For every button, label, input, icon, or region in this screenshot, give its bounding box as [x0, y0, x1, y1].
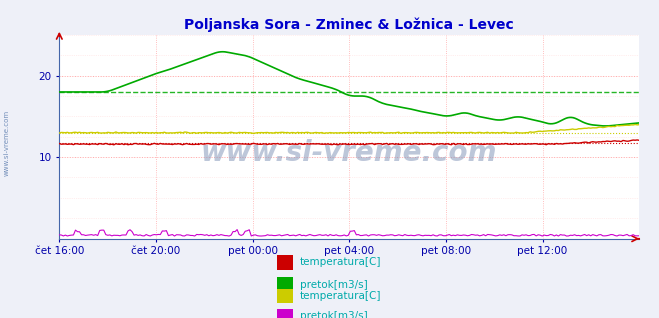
Text: pretok[m3/s]: pretok[m3/s] — [300, 280, 368, 290]
Text: www.si-vreme.com: www.si-vreme.com — [201, 139, 498, 167]
Text: pretok[m3/s]: pretok[m3/s] — [300, 311, 368, 318]
Title: Poljanska Sora - Zminec & Ložnica - Levec: Poljanska Sora - Zminec & Ložnica - Leve… — [185, 18, 514, 32]
Text: temperatura[C]: temperatura[C] — [300, 291, 382, 301]
Text: temperatura[C]: temperatura[C] — [300, 257, 382, 267]
Text: www.si-vreme.com: www.si-vreme.com — [3, 110, 10, 176]
